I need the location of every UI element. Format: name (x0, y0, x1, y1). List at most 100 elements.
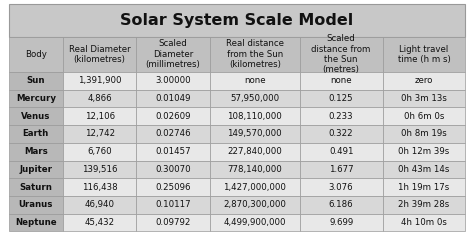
Bar (210, 196, 300, 214)
Text: 1,391,900: 1,391,900 (78, 76, 121, 85)
Bar (210, 90, 300, 107)
Text: 3.076: 3.076 (329, 183, 354, 192)
Bar (300, 214, 383, 231)
Bar (9, 107, 63, 125)
Text: 12,106: 12,106 (85, 112, 115, 121)
Text: 0.10117: 0.10117 (155, 200, 191, 209)
Bar (137, 72, 210, 90)
Bar (9, 143, 63, 161)
Bar (300, 178, 383, 196)
Bar (383, 143, 465, 161)
Text: 1.677: 1.677 (329, 165, 354, 174)
Text: 0.125: 0.125 (329, 94, 354, 103)
Text: Jupiter: Jupiter (19, 165, 52, 174)
Bar (137, 196, 210, 214)
Text: Neptune: Neptune (15, 218, 56, 227)
Bar (137, 125, 210, 143)
Bar (137, 161, 210, 178)
Bar (9, 37, 63, 72)
Bar (63, 125, 137, 143)
Text: Mars: Mars (24, 147, 47, 156)
Text: 0.322: 0.322 (329, 129, 354, 138)
Text: Scaled
Diameter
(millimetres): Scaled Diameter (millimetres) (146, 39, 201, 69)
Text: Venus: Venus (21, 112, 50, 121)
Text: Solar System Scale Model: Solar System Scale Model (120, 12, 354, 27)
Text: 4,499,900,000: 4,499,900,000 (224, 218, 286, 227)
Text: 4h 10m 0s: 4h 10m 0s (401, 218, 447, 227)
Text: Saturn: Saturn (19, 183, 52, 192)
Bar (9, 125, 63, 143)
Bar (9, 90, 63, 107)
Text: Body: Body (25, 50, 47, 59)
Bar (383, 125, 465, 143)
Bar (63, 161, 137, 178)
Text: 45,432: 45,432 (85, 218, 115, 227)
Bar (63, 178, 137, 196)
Bar (383, 161, 465, 178)
Text: 57,950,000: 57,950,000 (230, 94, 279, 103)
Text: 116,438: 116,438 (82, 183, 118, 192)
Text: 778,140,000: 778,140,000 (228, 165, 282, 174)
Text: Real Diameter
(kilometres): Real Diameter (kilometres) (69, 45, 130, 64)
Text: 0.02609: 0.02609 (155, 112, 191, 121)
Bar (63, 90, 137, 107)
Text: 6,760: 6,760 (87, 147, 112, 156)
Text: none: none (330, 76, 352, 85)
Text: 149,570,000: 149,570,000 (228, 129, 282, 138)
Text: 0h 3m 13s: 0h 3m 13s (401, 94, 447, 103)
Bar (300, 143, 383, 161)
Bar (300, 90, 383, 107)
Bar (63, 107, 137, 125)
Text: 6.186: 6.186 (329, 200, 354, 209)
Text: 0.30070: 0.30070 (155, 165, 191, 174)
Bar (383, 196, 465, 214)
Bar (63, 143, 137, 161)
Text: 0h 12m 39s: 0h 12m 39s (399, 147, 450, 156)
Bar (210, 161, 300, 178)
Text: Sun: Sun (27, 76, 45, 85)
Text: Scaled
distance from
the Sun
(metres): Scaled distance from the Sun (metres) (311, 34, 371, 74)
Bar (9, 214, 63, 231)
Bar (9, 72, 63, 90)
Bar (383, 37, 465, 72)
Text: 139,516: 139,516 (82, 165, 118, 174)
Text: 0.01049: 0.01049 (155, 94, 191, 103)
Bar (63, 214, 137, 231)
Bar (210, 107, 300, 125)
Text: Uranus: Uranus (18, 200, 53, 209)
Text: 0.491: 0.491 (329, 147, 354, 156)
Text: Earth: Earth (23, 129, 49, 138)
Bar (300, 125, 383, 143)
Bar (9, 4, 465, 37)
Bar (210, 143, 300, 161)
Text: 3.00000: 3.00000 (155, 76, 191, 85)
Text: 0h 6m 0s: 0h 6m 0s (404, 112, 444, 121)
Text: Light travel
time (h m s): Light travel time (h m s) (398, 45, 450, 64)
Text: 12,742: 12,742 (85, 129, 115, 138)
Text: 0.09792: 0.09792 (155, 218, 191, 227)
Bar (63, 72, 137, 90)
Bar (63, 37, 137, 72)
Bar (137, 90, 210, 107)
Text: 1h 19m 17s: 1h 19m 17s (399, 183, 450, 192)
Text: 9.699: 9.699 (329, 218, 353, 227)
Bar (137, 107, 210, 125)
Bar (383, 72, 465, 90)
Bar (210, 178, 300, 196)
Bar (63, 196, 137, 214)
Text: 0.25096: 0.25096 (155, 183, 191, 192)
Text: 0.01457: 0.01457 (155, 147, 191, 156)
Text: 4,866: 4,866 (87, 94, 112, 103)
Text: 0.233: 0.233 (329, 112, 354, 121)
Text: Mercury: Mercury (16, 94, 56, 103)
Bar (210, 214, 300, 231)
Text: 46,940: 46,940 (85, 200, 115, 209)
Text: 227,840,000: 227,840,000 (228, 147, 282, 156)
Bar (300, 37, 383, 72)
Bar (383, 107, 465, 125)
Text: 0.02746: 0.02746 (155, 129, 191, 138)
Text: zero: zero (415, 76, 433, 85)
Text: none: none (244, 76, 265, 85)
Bar (300, 196, 383, 214)
Bar (137, 37, 210, 72)
